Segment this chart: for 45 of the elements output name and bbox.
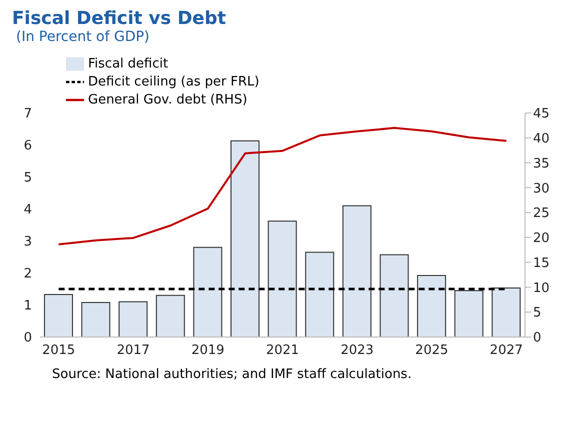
bar — [118, 301, 148, 337]
y2-tick-label: 25 — [533, 206, 550, 222]
x-tick-label: 2023 — [340, 343, 374, 358]
bar — [81, 302, 110, 337]
bar — [44, 294, 73, 337]
legend-label: Fiscal deficit — [88, 56, 168, 72]
x-tick-label: 2027 — [490, 343, 523, 358]
x-tick-label: 2017 — [116, 343, 150, 358]
x-tick-label: 2019 — [191, 343, 224, 358]
bar — [492, 288, 521, 337]
x-tick-label: 2021 — [266, 343, 300, 358]
source-note: Source: National authorities; and IMF staff calculations. — [52, 367, 413, 382]
y2-tick-label: 20 — [533, 231, 550, 246]
x-tick-label: 2025 — [415, 343, 448, 358]
y2-tick-label: 40 — [533, 132, 550, 147]
y-tick-label: 2 — [24, 266, 32, 282]
y-tick-label: 4 — [24, 202, 32, 218]
bar — [268, 220, 297, 337]
y-tick-label: 6 — [24, 138, 32, 154]
legend-label: Deficit ceiling (as per FRL) — [88, 74, 260, 90]
y2-tick-label: 0 — [533, 330, 542, 346]
y2-tick-label: 35 — [533, 156, 550, 172]
y-tick-label: 5 — [24, 170, 32, 186]
y-tick-label: 1 — [24, 298, 32, 314]
y2-tick-label: 30 — [533, 181, 550, 196]
bar — [454, 290, 484, 337]
bar — [417, 275, 446, 337]
y-tick-label: 7 — [24, 106, 32, 122]
chart-subtitle: (In Percent of GDP) — [16, 29, 151, 45]
bar — [305, 252, 334, 337]
chart-title: Fiscal Deficit vs Debt — [12, 8, 227, 29]
bar — [156, 294, 185, 337]
y2-tick-label: 10 — [533, 280, 550, 296]
bar — [230, 140, 260, 337]
bar — [342, 205, 372, 337]
y2-tick-label: 15 — [533, 256, 550, 271]
x-tick-label: 2015 — [42, 343, 76, 358]
bar — [380, 254, 409, 337]
y-tick-label: 0 — [24, 330, 32, 346]
y2-tick-label: 45 — [533, 106, 550, 122]
y-tick-label: 3 — [24, 234, 32, 250]
legend-label: General Gov. debt (RHS) — [88, 92, 248, 108]
bar — [193, 246, 222, 337]
line-series — [58, 126, 508, 246]
y2-tick-label: 5 — [533, 306, 542, 321]
